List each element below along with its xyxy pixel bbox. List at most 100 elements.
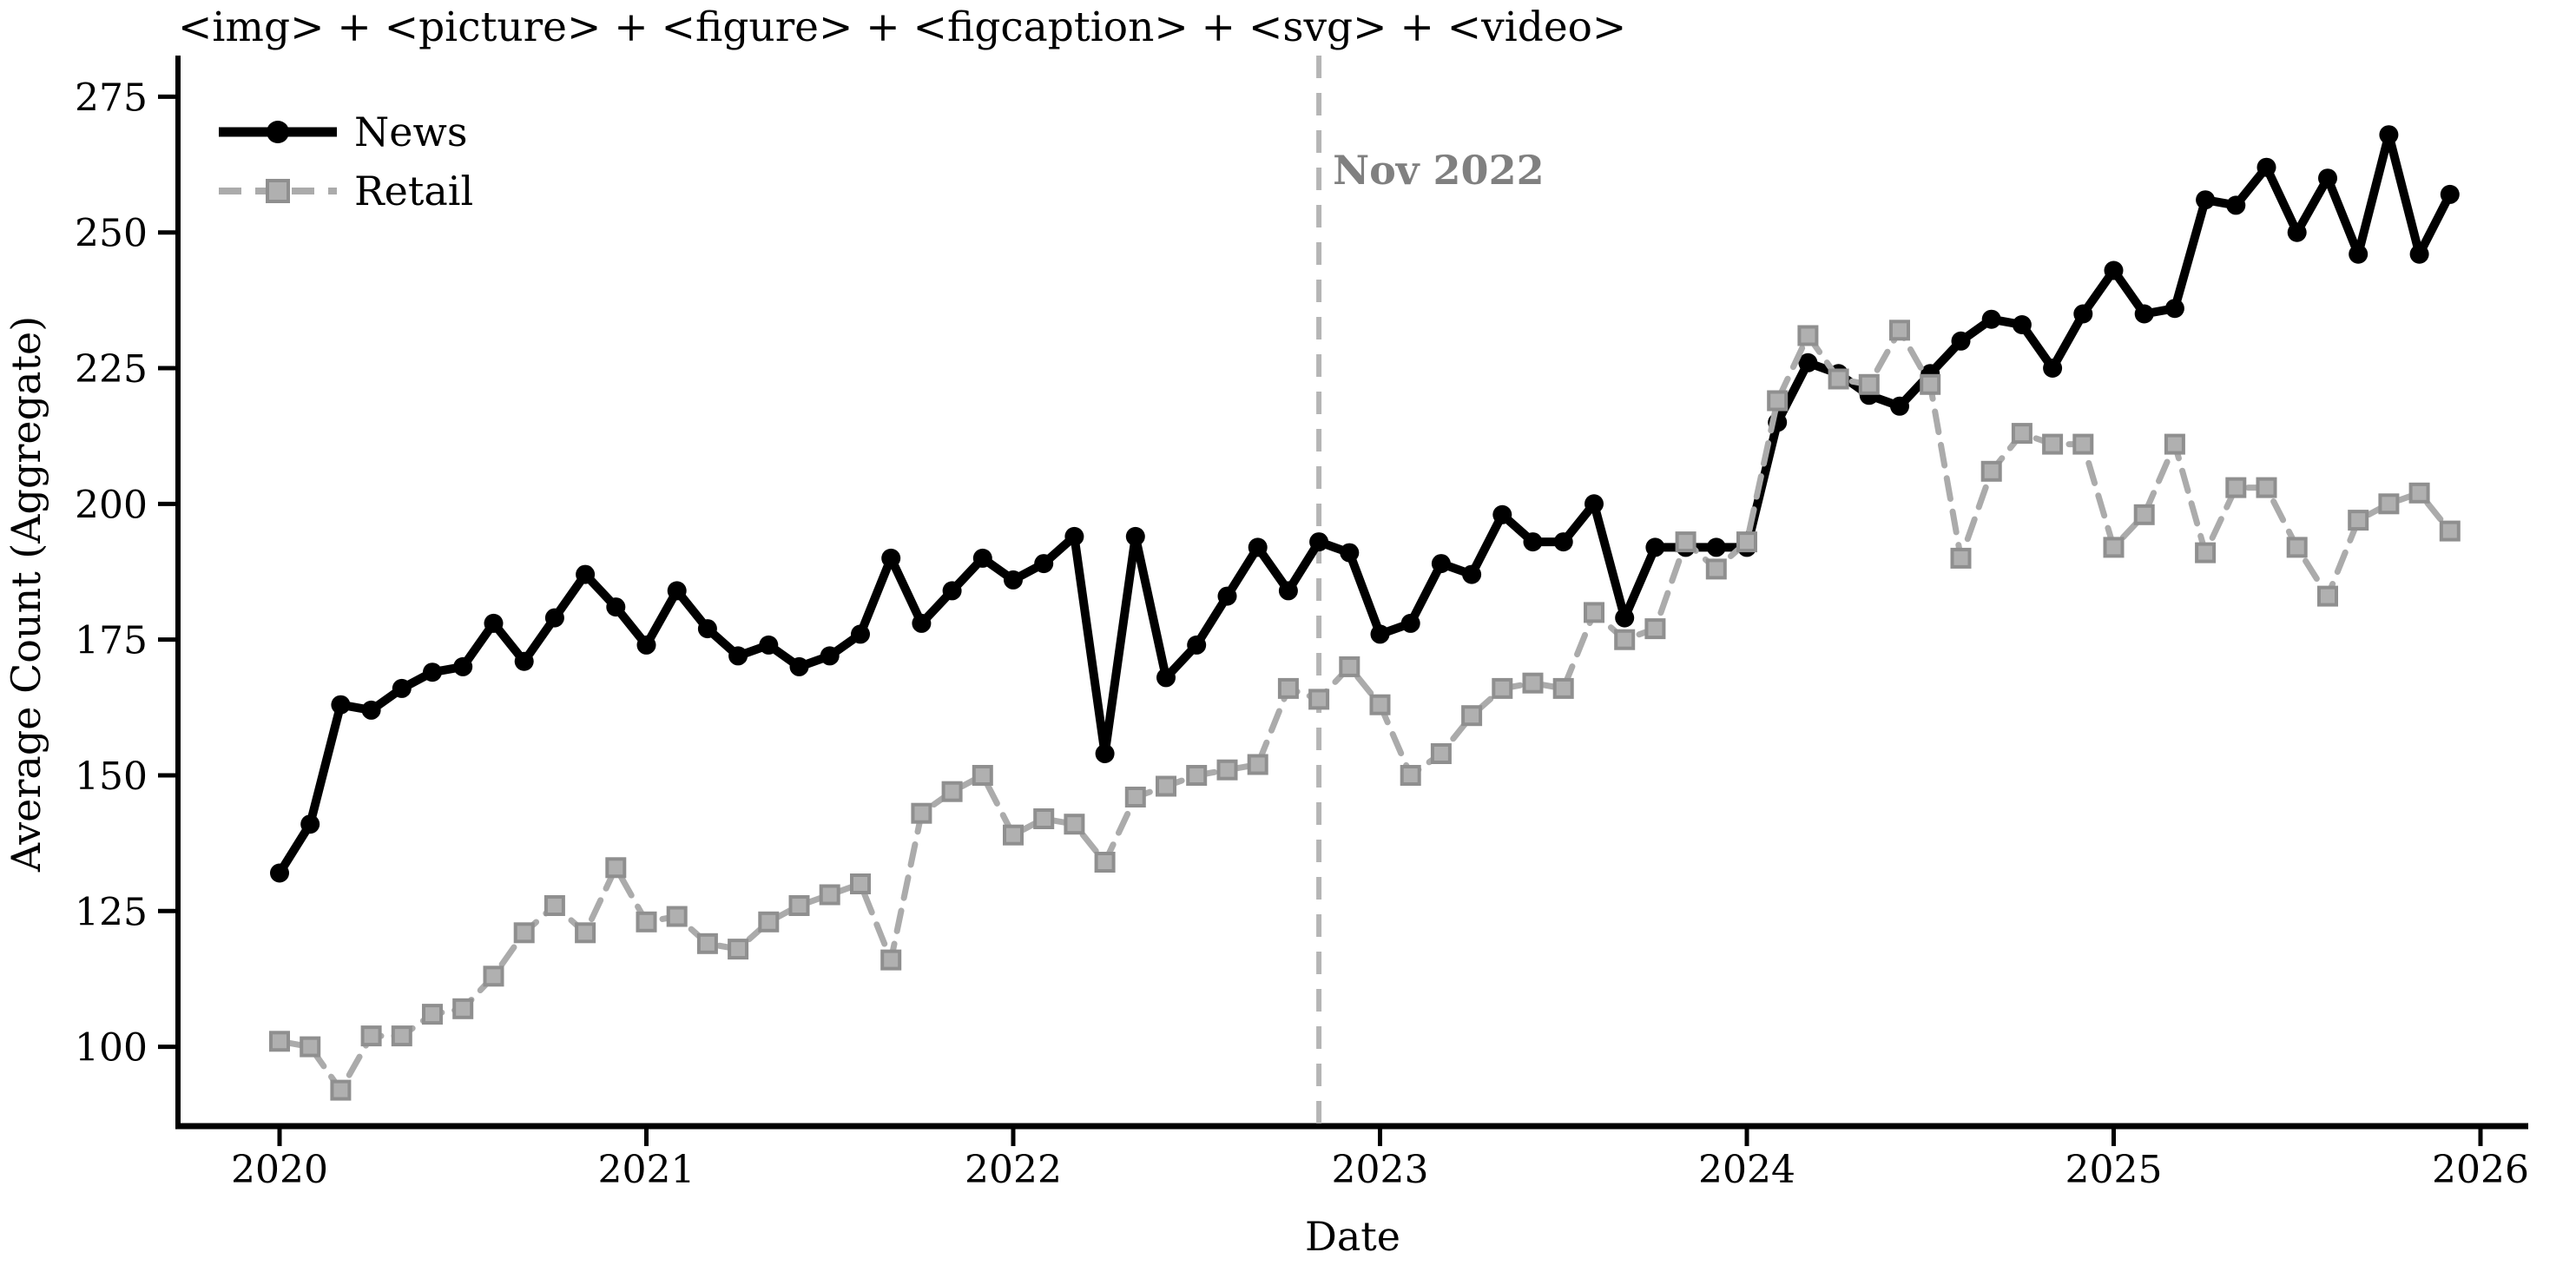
- retail-point: [605, 857, 627, 879]
- retail-point: [1094, 852, 1116, 873]
- x-tick-label: 2025: [2065, 1148, 2163, 1192]
- y-tick-label: 125: [75, 890, 148, 934]
- news-point: [2440, 184, 2460, 204]
- chart-title: <img> + <picture> + <figure> + <figcapti…: [178, 3, 1626, 51]
- retail-point: [1980, 460, 2002, 482]
- y-tick-label: 225: [75, 347, 148, 392]
- axes-spines: [175, 56, 2528, 1130]
- retail-point: [269, 1031, 290, 1052]
- news-point: [820, 646, 840, 666]
- retail-point: [1033, 808, 1055, 829]
- news-point: [1400, 613, 1420, 633]
- news-point: [331, 695, 351, 715]
- retail-point: [1064, 814, 1085, 835]
- retail-point: [2408, 482, 2430, 504]
- news-point: [576, 564, 596, 584]
- retail-point: [911, 802, 932, 824]
- news-point: [972, 548, 992, 568]
- news-point: [2196, 190, 2216, 210]
- retail-point: [544, 895, 565, 916]
- news-point: [484, 613, 504, 633]
- news-point: [2134, 304, 2154, 324]
- news-point: [912, 613, 932, 633]
- series-layer: [269, 125, 2461, 1101]
- retail-line: [276, 326, 2454, 1094]
- retail-point: [1797, 325, 1819, 346]
- news-point: [1492, 504, 1512, 524]
- news-point: [1278, 581, 1298, 601]
- y-tick-label: 275: [75, 76, 148, 120]
- news-point: [881, 548, 901, 568]
- news-point: [514, 651, 534, 671]
- retail-point: [972, 765, 993, 786]
- news-point: [2012, 315, 2032, 334]
- retail-point: [666, 906, 688, 927]
- y-tick-label: 250: [75, 212, 148, 256]
- news-point: [1248, 537, 1268, 557]
- news-point: [2226, 195, 2246, 215]
- x-tick-label: 2021: [598, 1148, 695, 1192]
- legend: News Retail: [219, 109, 473, 214]
- retail-point: [880, 949, 902, 971]
- retail-point: [483, 966, 504, 987]
- news-point: [1187, 635, 1207, 655]
- retail-point: [452, 998, 474, 1019]
- news-point: [942, 581, 962, 601]
- news-point: [1981, 309, 2001, 329]
- retail-point: [1705, 558, 1727, 580]
- retail-point: [1644, 618, 1666, 640]
- retail-point: [1186, 765, 1208, 786]
- news-point: [1523, 532, 1543, 552]
- retail-point: [1614, 629, 1636, 650]
- retail-point: [1369, 694, 1391, 715]
- news-point: [2379, 125, 2399, 145]
- news-point: [1156, 668, 1176, 688]
- retail-point: [758, 911, 780, 933]
- retail-point: [1430, 743, 1452, 764]
- news-point: [789, 656, 809, 676]
- news-point: [453, 656, 473, 676]
- legend-label-retail: Retail: [354, 168, 473, 214]
- news-point: [1615, 608, 1635, 628]
- news-point: [2318, 168, 2337, 188]
- retail-point: [2378, 493, 2400, 515]
- retail-point: [1216, 759, 1238, 781]
- retail-point: [2286, 537, 2308, 558]
- retail-point: [2164, 433, 2185, 455]
- y-tick-label: 200: [75, 483, 148, 527]
- news-point: [1584, 494, 1604, 514]
- news-point: [1125, 526, 1145, 546]
- news-point: [361, 700, 381, 720]
- retail-point: [696, 933, 718, 954]
- retail-point: [850, 873, 871, 894]
- vline-annotation-label: Nov 2022: [1333, 147, 1545, 194]
- retail-point: [513, 922, 535, 944]
- news-point: [300, 814, 320, 834]
- news-point: [1431, 554, 1451, 574]
- news-series: [270, 125, 2460, 883]
- news-point: [728, 646, 748, 666]
- retail-point: [360, 1025, 382, 1047]
- retail-point: [1339, 656, 1360, 677]
- x-tick-label: 2020: [231, 1148, 328, 1192]
- news-point: [2409, 244, 2429, 264]
- y-tick-label: 100: [75, 1026, 148, 1071]
- news-point: [697, 619, 717, 639]
- retail-point: [1828, 368, 1849, 390]
- legend-item-news: News: [219, 109, 467, 155]
- retail-point: [819, 884, 840, 906]
- news-point: [2043, 359, 2063, 378]
- retail-point: [2439, 520, 2461, 542]
- x-tick-label: 2024: [1698, 1148, 1795, 1192]
- news-point: [544, 608, 564, 628]
- x-tick-label: 2022: [965, 1148, 1062, 1192]
- retail-point: [1889, 320, 1910, 341]
- retail-point: [1461, 705, 1483, 727]
- news-point: [606, 597, 626, 617]
- retail-point: [1277, 677, 1299, 699]
- retail-point: [1767, 390, 1789, 412]
- y-tick-label: 150: [75, 755, 148, 799]
- news-point: [636, 635, 656, 655]
